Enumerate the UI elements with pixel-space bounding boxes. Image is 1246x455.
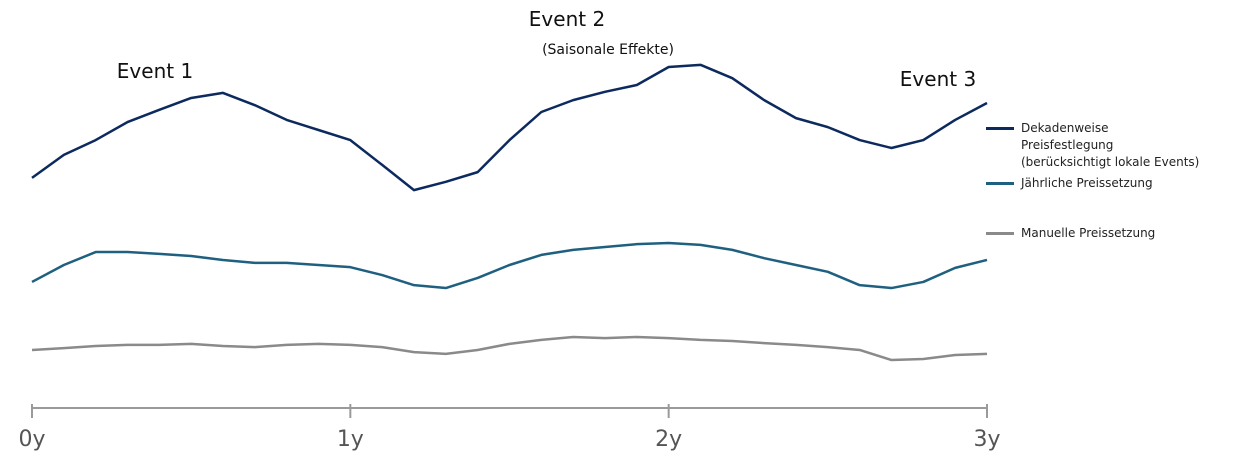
legend-label: Jährliche Preissetzung xyxy=(1021,176,1153,190)
legend-swatch xyxy=(986,232,1014,235)
legend-item: Jährliche Preissetzung xyxy=(986,175,1216,192)
series-line xyxy=(31,335,988,362)
series-line xyxy=(31,241,988,290)
x-tick-label: 1y xyxy=(337,427,364,452)
annotation: Event 3 xyxy=(900,67,976,91)
legend-label: Dekadenweise Preisfestlegung (berücksich… xyxy=(1021,121,1200,169)
legend-item: Dekadenweise Preisfestlegung (berücksich… xyxy=(986,120,1216,171)
x-tick-label: 3y xyxy=(973,427,1000,452)
legend-label: Manuelle Preissetzung xyxy=(1021,226,1156,240)
annotation: Event 2 xyxy=(529,7,605,31)
legend-swatch xyxy=(986,127,1014,130)
annotation: Event 1 xyxy=(117,59,193,83)
legend-swatch xyxy=(986,182,1014,185)
series-line xyxy=(31,63,988,192)
legend-item: Manuelle Preissetzung xyxy=(986,225,1216,242)
x-tick-label: 2y xyxy=(655,427,682,452)
x-tick-label: 0y xyxy=(18,427,45,452)
annotation: (Saisonale Effekte) xyxy=(542,42,674,58)
